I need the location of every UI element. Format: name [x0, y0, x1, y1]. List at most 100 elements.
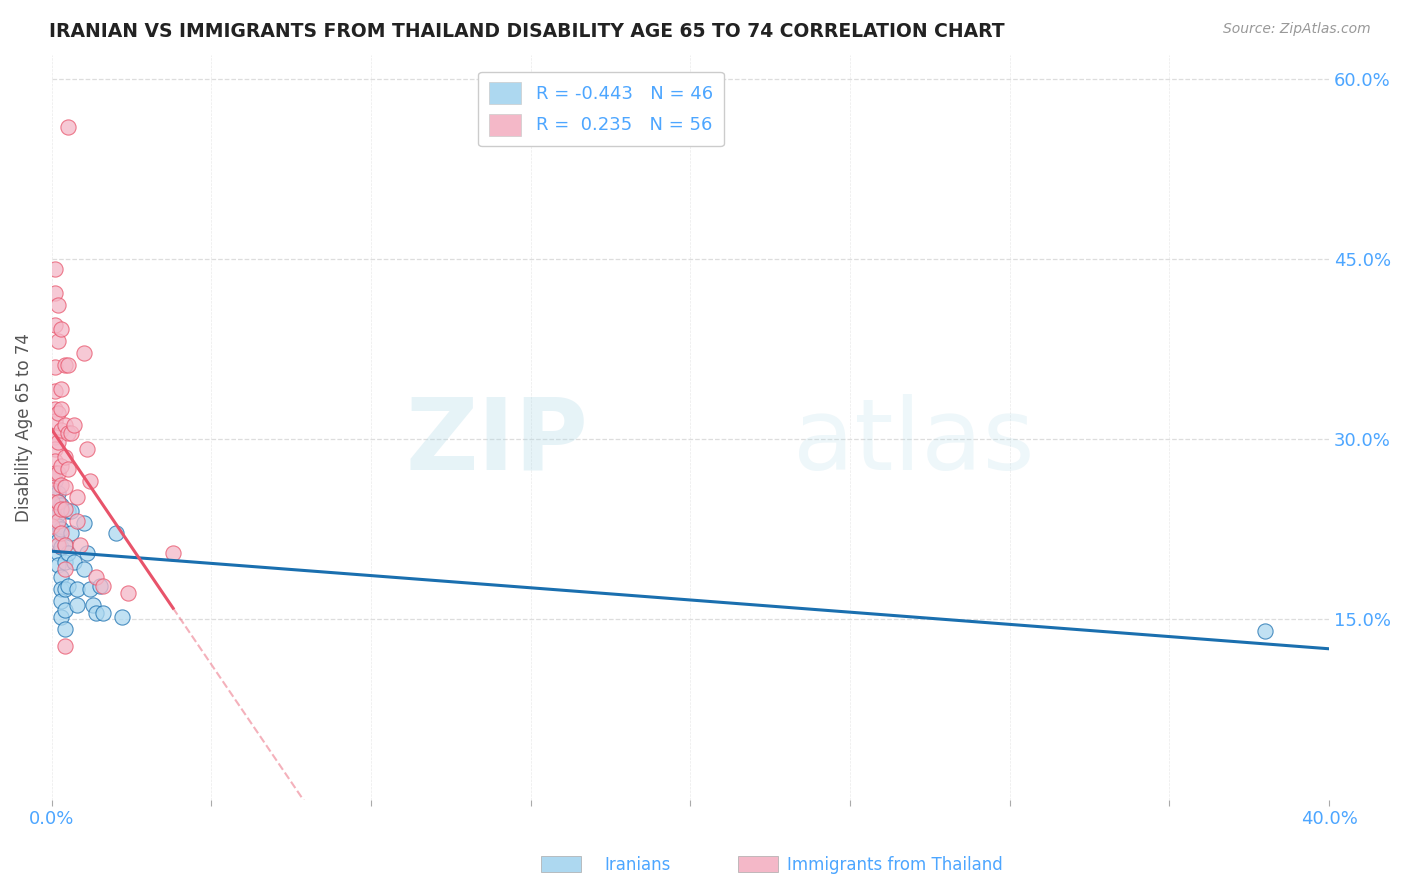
Point — [104, 526, 127, 541]
Point — [51, 458, 73, 473]
Point — [117, 586, 139, 600]
Point — [53, 603, 76, 617]
Point — [51, 526, 73, 541]
Point — [44, 442, 66, 456]
Text: Source: ZipAtlas.com: Source: ZipAtlas.com — [1223, 22, 1371, 37]
Point — [89, 579, 111, 593]
Point — [44, 414, 66, 428]
Point — [44, 486, 66, 500]
Point — [51, 502, 73, 516]
Point — [76, 442, 98, 456]
Point — [46, 495, 69, 509]
Point — [56, 462, 79, 476]
Point — [46, 538, 69, 552]
Point — [82, 598, 104, 612]
Point — [59, 504, 82, 518]
Point — [73, 562, 96, 576]
Point — [44, 430, 66, 444]
Text: Iranians: Iranians — [605, 856, 671, 874]
Point — [53, 622, 76, 636]
Point — [59, 526, 82, 541]
Point — [51, 610, 73, 624]
Point — [46, 558, 69, 573]
Point — [51, 402, 73, 417]
Point — [51, 570, 73, 584]
Point — [69, 538, 91, 552]
Point — [46, 507, 69, 521]
Point — [51, 478, 73, 492]
Point — [51, 423, 73, 437]
Point — [44, 507, 66, 521]
Point — [44, 454, 66, 468]
Point — [44, 261, 66, 276]
Point — [53, 450, 76, 465]
Point — [41, 495, 63, 509]
Point — [44, 492, 66, 507]
Text: IRANIAN VS IMMIGRANTS FROM THAILAND DISABILITY AGE 65 TO 74 CORRELATION CHART: IRANIAN VS IMMIGRANTS FROM THAILAND DISA… — [49, 22, 1005, 41]
Point — [46, 466, 69, 480]
Point — [53, 502, 76, 516]
Point — [44, 318, 66, 333]
Point — [44, 475, 66, 489]
Point — [46, 406, 69, 420]
Point — [41, 483, 63, 497]
Point — [53, 417, 76, 432]
Point — [53, 538, 76, 552]
Point — [86, 607, 108, 621]
Point — [66, 582, 89, 597]
Point — [56, 504, 79, 518]
Point — [46, 518, 69, 533]
Point — [91, 579, 114, 593]
Point — [59, 426, 82, 441]
Point — [1254, 624, 1277, 639]
Point — [46, 434, 69, 449]
Point — [46, 534, 69, 549]
Point — [46, 486, 69, 500]
Point — [46, 526, 69, 541]
Point — [79, 582, 101, 597]
Point — [51, 499, 73, 513]
Point — [46, 334, 69, 348]
Point — [44, 285, 66, 300]
Point — [56, 426, 79, 441]
Point — [53, 639, 76, 653]
Point — [44, 499, 66, 513]
Y-axis label: Disability Age 65 to 74: Disability Age 65 to 74 — [15, 333, 32, 522]
Text: atlas: atlas — [793, 393, 1035, 491]
Point — [41, 507, 63, 521]
Point — [66, 490, 89, 504]
Point — [63, 417, 86, 432]
Point — [53, 582, 76, 597]
Text: Immigrants from Thailand: Immigrants from Thailand — [787, 856, 1002, 874]
Point — [44, 384, 66, 399]
Point — [73, 346, 96, 360]
Point — [51, 582, 73, 597]
Text: ZIP: ZIP — [405, 393, 588, 491]
Point — [53, 480, 76, 494]
Point — [53, 555, 76, 569]
Point — [41, 518, 63, 533]
Point — [41, 468, 63, 483]
Point — [46, 495, 69, 509]
Point — [56, 120, 79, 135]
Point — [51, 541, 73, 555]
Point — [111, 610, 134, 624]
Point — [46, 298, 69, 312]
Point — [56, 579, 79, 593]
Point — [44, 466, 66, 480]
Point — [56, 358, 79, 372]
Point — [76, 546, 98, 560]
Point — [46, 514, 69, 528]
Point — [79, 475, 101, 489]
Point — [91, 607, 114, 621]
Point — [51, 382, 73, 396]
Point — [51, 522, 73, 536]
Point — [53, 562, 76, 576]
Point — [63, 555, 86, 569]
Point — [66, 598, 89, 612]
Point — [44, 402, 66, 417]
Point — [51, 594, 73, 608]
Point — [66, 514, 89, 528]
Legend: R = -0.443   N = 46, R =  0.235   N = 56: R = -0.443 N = 46, R = 0.235 N = 56 — [478, 71, 724, 146]
Point — [73, 516, 96, 531]
